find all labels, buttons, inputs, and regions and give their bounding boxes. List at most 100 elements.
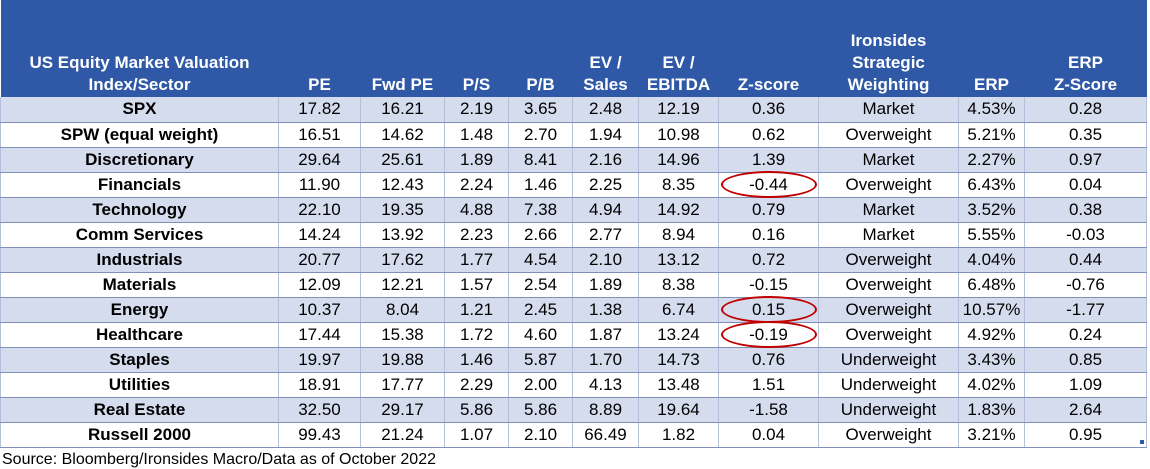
cell-pb: 2.10: [508, 422, 573, 448]
table-body: SPX 17.82 16.21 2.19 3.65 2.48 12.19 0.36 Market…: [0, 97, 1147, 448]
cell-pe: 22.10: [278, 197, 361, 223]
cell-ev-sales: 4.94: [572, 197, 639, 223]
cell-name: Industrials: [0, 247, 279, 273]
cell-weighting: Overweight: [818, 297, 959, 323]
cell-ev-ebitda: 13.24: [638, 322, 719, 348]
cell-weighting: Overweight: [818, 322, 959, 348]
header-row: US Equity Market Valuation Index/Sector …: [0, 0, 1147, 97]
zscore-value: 0.72: [751, 249, 786, 269]
cell-ev-ebitda: 13.12: [638, 247, 719, 273]
cell-ev-sales: 2.10: [572, 247, 639, 273]
cell-name: Energy: [0, 297, 279, 323]
cell-ps: 2.19: [444, 97, 509, 123]
cell-weighting: Overweight: [818, 122, 959, 148]
header-erp-zscore-line2: Z-Score: [1053, 75, 1118, 94]
cell-name: Healthcare: [0, 322, 279, 348]
cell-name: SPX: [0, 97, 279, 123]
table-row: SPW (equal weight) 16.51 14.62 1.48 2.70 1.94…: [0, 122, 1147, 148]
cell-ev-ebitda: 8.94: [638, 222, 719, 248]
header-erp-zscore-line1: ERP: [1068, 53, 1103, 72]
cell-ev-ebitda: 10.98: [638, 122, 719, 148]
cell-erp-zscore: 0.95: [1024, 422, 1147, 448]
cell-erp-zscore: 0.85: [1024, 347, 1147, 373]
cell-erp: 6.43%: [958, 172, 1025, 198]
cell-pb: 7.38: [508, 197, 573, 223]
cell-fwd-pe: 21.24: [360, 422, 445, 448]
highlight-circle: [720, 320, 817, 348]
header-weighting-line2: Strategic: [852, 53, 925, 72]
header-ps: P/S: [444, 0, 509, 97]
cell-erp: 6.48%: [958, 272, 1025, 298]
highlight-circle: [720, 295, 817, 323]
cell-fwd-pe: 25.61: [360, 147, 445, 173]
cell-weighting: Underweight: [818, 347, 959, 373]
cell-ps: 5.86: [444, 397, 509, 423]
cell-erp: 1.83%: [958, 397, 1025, 423]
cell-erp: 2.27%: [958, 147, 1025, 173]
cell-zscore: 1.51: [718, 372, 819, 398]
cell-pb: 5.86: [508, 397, 573, 423]
zscore-value: -1.58: [749, 399, 788, 419]
cell-fwd-pe: 19.88: [360, 347, 445, 373]
cell-ps: 1.46: [444, 347, 509, 373]
table-row: Healthcare 17.44 15.38 1.72 4.60 1.87 13.24 -0.…: [0, 320, 1147, 348]
cell-zscore: 0.79: [718, 197, 819, 223]
table-row: SPX 17.82 16.21 2.19 3.65 2.48 12.19 0.36 Market…: [0, 97, 1147, 123]
cell-erp-zscore: 0.38: [1024, 197, 1147, 223]
cell-erp-zscore: 0.97: [1024, 147, 1147, 173]
cell-fwd-pe: 13.92: [360, 222, 445, 248]
cell-zscore: 0.16: [718, 222, 819, 248]
cell-name: Real Estate: [0, 397, 279, 423]
header-weighting: Ironsides Strategic Weighting: [818, 0, 959, 97]
cell-fwd-pe: 8.04: [360, 297, 445, 323]
cell-ev-sales: 8.89: [572, 397, 639, 423]
cell-erp-zscore: 0.35: [1024, 122, 1147, 148]
cell-erp: 10.57%: [958, 297, 1025, 323]
cell-fwd-pe: 12.21: [360, 272, 445, 298]
cell-name: Discretionary: [0, 147, 279, 173]
cell-erp-zscore: -1.77: [1024, 297, 1147, 323]
cell-pe: 29.64: [278, 147, 361, 173]
cell-fwd-pe: 15.38: [360, 322, 445, 348]
cell-ev-sales: 2.77: [572, 222, 639, 248]
cell-weighting: Market: [818, 97, 959, 123]
cell-fwd-pe: 17.77: [360, 372, 445, 398]
cell-weighting: Underweight: [818, 372, 959, 398]
cell-erp-zscore: 0.44: [1024, 247, 1147, 273]
cell-zscore: 1.39: [718, 147, 819, 173]
header-erp: ERP: [958, 0, 1025, 97]
cell-erp: 4.04%: [958, 247, 1025, 273]
header-ev-ebitda-line1: EV /: [662, 53, 695, 72]
cell-erp: 5.55%: [958, 222, 1025, 248]
cell-ps: 2.23: [444, 222, 509, 248]
cell-pe: 17.44: [278, 322, 361, 348]
cell-pe: 14.24: [278, 222, 361, 248]
cell-pb: 2.00: [508, 372, 573, 398]
cell-ps: 1.07: [444, 422, 509, 448]
cell-ev-ebitda: 6.74: [638, 297, 719, 323]
cell-pe: 32.50: [278, 397, 361, 423]
cell-erp: 3.21%: [958, 422, 1025, 448]
cell-ev-ebitda: 14.96: [638, 147, 719, 173]
cell-ev-ebitda: 19.64: [638, 397, 719, 423]
cell-pe: 12.09: [278, 272, 361, 298]
cell-ps: 1.89: [444, 147, 509, 173]
cell-ps: 1.77: [444, 247, 509, 273]
cell-pe: 16.51: [278, 122, 361, 148]
header-index-sector: US Equity Market Valuation Index/Sector: [0, 0, 279, 97]
cell-pe: 20.77: [278, 247, 361, 273]
cell-pb: 5.87: [508, 347, 573, 373]
cell-ev-sales: 1.70: [572, 347, 639, 373]
cell-zscore: 0.04: [718, 422, 819, 448]
cell-ev-ebitda: 14.92: [638, 197, 719, 223]
header-zscore: Z-score: [718, 0, 819, 97]
cell-ev-sales: 1.38: [572, 297, 639, 323]
cell-erp: 4.53%: [958, 97, 1025, 123]
table-row: Russell 2000 99.43 21.24 1.07 2.10 66.49 1.82 0…: [0, 422, 1147, 448]
cell-erp: 3.43%: [958, 347, 1025, 373]
cell-ev-sales: 1.94: [572, 122, 639, 148]
highlight-circle: [720, 170, 817, 198]
cell-pb: 8.41: [508, 147, 573, 173]
header-weighting-line1: Ironsides: [850, 31, 927, 50]
cell-name: Comm Services: [0, 222, 279, 248]
